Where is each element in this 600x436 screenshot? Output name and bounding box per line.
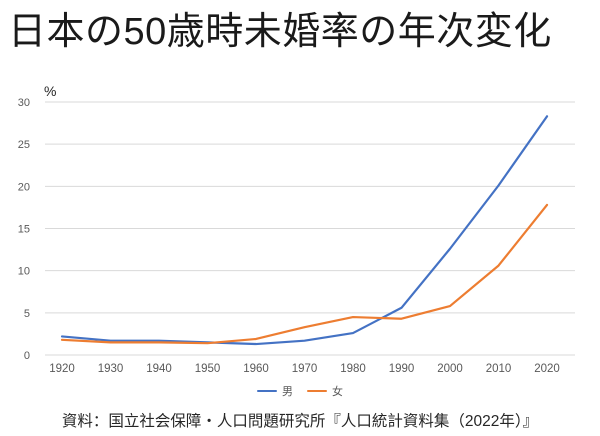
x-axis-tick-label: 1950 xyxy=(195,363,221,375)
legend-label-female: 女 xyxy=(332,386,343,398)
y-axis-tick-label: 10 xyxy=(18,266,30,278)
x-axis-tick-label: 1930 xyxy=(98,363,124,375)
legend-line-swatch-female xyxy=(307,389,327,393)
y-axis-tick-label: 25 xyxy=(18,139,30,151)
chart-title: 日本の50歳時未婚率の年次変化 xyxy=(8,11,552,53)
legend-line-swatch-male xyxy=(257,389,277,393)
series-line-男 xyxy=(60,115,549,346)
legend-item-male: 男 xyxy=(257,383,293,399)
x-axis-tick-label: 1940 xyxy=(146,363,172,375)
legend-item-female: 女 xyxy=(307,383,343,399)
x-axis-tick-label: 2000 xyxy=(437,363,463,375)
chart-legend: 男 女 xyxy=(0,383,600,399)
y-axis-tick-label: 20 xyxy=(18,181,30,193)
x-axis-tick-label: 1920 xyxy=(49,363,75,375)
series-line-女 xyxy=(60,203,549,345)
x-axis-tick-label: 1970 xyxy=(292,363,318,375)
y-axis-tick-label: 0 xyxy=(24,350,30,362)
x-axis-tick-label: 1960 xyxy=(243,363,269,375)
y-axis-tick-label: 15 xyxy=(18,224,30,236)
source-caption: 資料：国立社会保障・人口問題研究所『人口統計資料集（2022年）』 xyxy=(61,413,539,430)
x-axis-tick-label: 2020 xyxy=(534,363,560,375)
y-axis-tick-label: 30 xyxy=(18,97,30,109)
x-axis-tick-label: 2010 xyxy=(486,363,512,375)
y-axis-tick-label: 5 xyxy=(24,308,30,320)
legend-label-male: 男 xyxy=(282,386,293,398)
y-axis-unit-label: % xyxy=(44,83,56,99)
x-axis-tick-label: 1980 xyxy=(340,363,366,375)
x-axis-tick-label: 1990 xyxy=(389,363,415,375)
